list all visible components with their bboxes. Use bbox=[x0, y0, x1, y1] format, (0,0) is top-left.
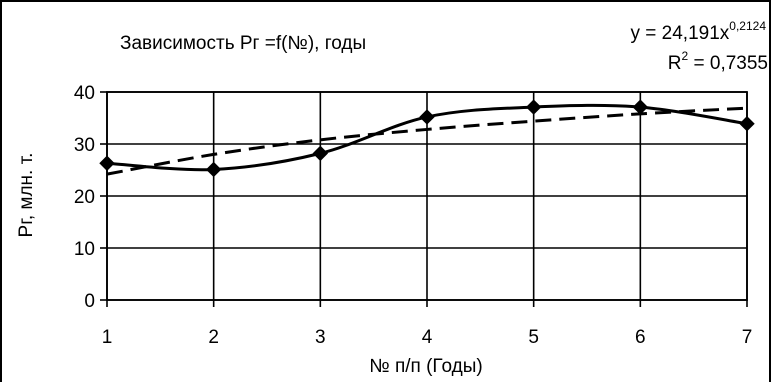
data-point bbox=[205, 161, 222, 178]
data-point bbox=[525, 99, 542, 115]
trendline-r2-value: = 0,7355 bbox=[688, 53, 768, 74]
x-tick-label: 7 bbox=[742, 327, 753, 348]
trendline-equation: y = 24,191x0,2124 bbox=[631, 19, 767, 44]
data-point bbox=[99, 155, 115, 171]
data-point bbox=[419, 109, 435, 125]
data-point bbox=[312, 145, 329, 162]
trendline-path bbox=[106, 106, 748, 176]
plot-frame bbox=[106, 91, 748, 301]
y-tick-label: 0 bbox=[84, 291, 95, 312]
trendline-equation-main: y = 24,191x bbox=[631, 23, 730, 44]
y-tick-label: 30 bbox=[74, 135, 95, 156]
chart-title: Зависимость Pг =f(№), годы bbox=[120, 33, 366, 54]
x-axis-label: № п/п (Годы) bbox=[369, 356, 482, 377]
y-tick-label: 10 bbox=[74, 239, 95, 260]
y-tick-label: 40 bbox=[74, 83, 95, 104]
x-tick-label: 4 bbox=[422, 327, 433, 348]
x-tick-label: 2 bbox=[208, 327, 219, 348]
data-point bbox=[739, 116, 755, 132]
trendline-r2-superscript: 2 bbox=[682, 49, 689, 63]
y-tick-label: 20 bbox=[74, 187, 95, 208]
trendline-r2: R2 = 0,7355 bbox=[668, 49, 768, 74]
trendline-r2-label: R bbox=[668, 53, 682, 74]
x-tick-label: 1 bbox=[102, 327, 113, 348]
x-tick-label: 3 bbox=[315, 327, 326, 348]
x-tick-label: 5 bbox=[528, 327, 539, 348]
plot-area: 0 10 20 30 40 1 2 3 4 5 6 7 bbox=[74, 83, 755, 348]
trendline-equation-exponent: 0,2124 bbox=[729, 19, 766, 33]
x-tick-label: 6 bbox=[635, 327, 646, 348]
y-axis-label: Pг, млн. т. bbox=[16, 153, 37, 238]
